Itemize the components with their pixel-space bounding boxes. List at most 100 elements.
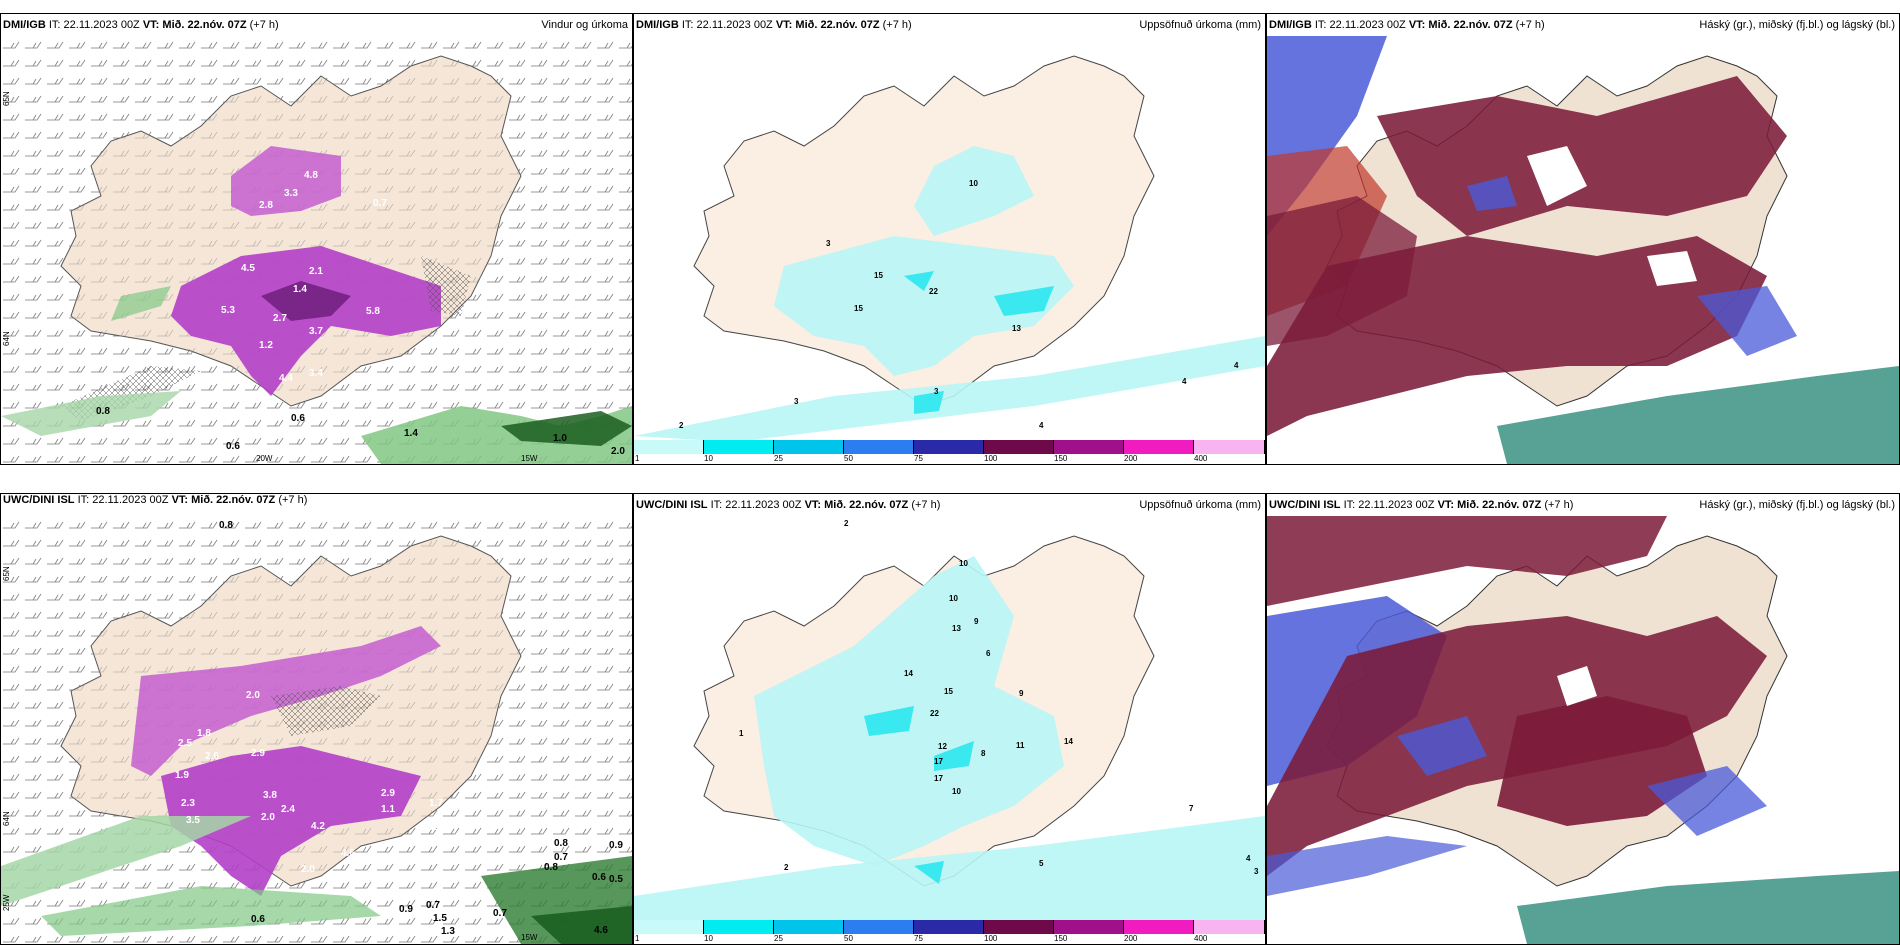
valid-time: VT: Mið. 22.nóv. 07Z [1408,19,1513,31]
precip-labels: 2 10 10 13 9 14 15 22 17 12 17 10 8 7 5 … [739,519,1259,876]
panel-wind-precip-dmi: DMI/IGB IT: 22.11.2023 00Z VT: Mið. 22.n… [0,13,633,465]
svg-text:4.8: 4.8 [304,170,318,181]
colorbar-step [984,440,1054,454]
svg-text:2.0: 2.0 [301,864,315,875]
colorbar-label: 25 [774,454,783,463]
panel-title: Uppsöfnuð úrkoma (mm) [1139,19,1261,31]
colorbar-label: 1 [635,934,640,943]
svg-text:13: 13 [952,624,961,633]
svg-text:5.8: 5.8 [366,306,380,317]
colorbar: 1 10 25 50 75 100 150 200 400 [634,920,1265,943]
svg-text:3.5: 3.5 [186,815,200,826]
svg-text:22: 22 [930,709,939,718]
colorbar-label: 50 [844,934,853,943]
init-time: 22.11.2023 00Z [725,499,802,511]
precip-labels: 4.8 3.3 2.8 0.7 4.5 2.1 1.4 5.3 2.7 3.7 … [96,170,625,457]
colorbar-step [1054,920,1124,934]
svg-text:4: 4 [1246,854,1251,863]
svg-text:15W: 15W [521,933,538,942]
svg-text:2.6: 2.6 [205,751,219,762]
model-label: UWC/DINI ISL [1269,499,1341,511]
init-time: 22.11.2023 00Z [63,19,140,31]
colorbar-step [1124,920,1194,934]
svg-text:0.7: 0.7 [554,852,568,863]
svg-text:64N: 64N [2,811,11,826]
svg-text:8: 8 [981,749,986,758]
svg-text:17: 17 [934,757,943,766]
colorbar-step [984,920,1054,934]
colorbar-label: 75 [914,454,923,463]
precip-area [634,146,1265,442]
iceland-wind-map: 4.8 3.3 2.8 0.7 4.5 2.1 1.4 5.3 2.7 3.7 … [1,36,632,464]
iceland-cloud-map [1267,516,1899,944]
svg-text:0.8: 0.8 [544,862,558,873]
svg-text:0.9: 0.9 [399,904,413,915]
iceland-cloud-map [1267,36,1899,464]
svg-text:12: 12 [938,742,947,751]
svg-text:1.4: 1.4 [404,428,418,439]
svg-text:3.2: 3.2 [425,822,439,833]
colorbar-step [774,440,844,454]
svg-text:3.4: 3.4 [309,368,323,379]
colorbar-step [634,440,704,454]
svg-text:4: 4 [1182,377,1187,386]
iceland-wind-map: 0.8 2.0 2.5 1.8 2.6 2.9 1.9 3.8 2.3 3.5 … [1,516,632,944]
colorbar-label: 10 [704,934,713,943]
svg-text:2: 2 [784,863,789,872]
svg-text:4: 4 [1234,361,1239,370]
svg-text:3.8: 3.8 [263,790,277,801]
svg-text:0.9: 0.9 [609,840,623,851]
colorbar: 1 10 25 50 75 100 150 200 400 [634,440,1265,463]
svg-text:0.6: 0.6 [291,413,305,424]
valid-time: VT: Mið. 22.nóv. 07Z [775,19,880,31]
svg-text:3: 3 [826,239,831,248]
svg-text:1.3: 1.3 [441,926,455,937]
iceland-precip-map: 2 10 10 13 9 14 15 22 17 12 17 10 8 7 5 … [634,519,1265,922]
svg-text:3: 3 [934,387,939,396]
svg-text:2.1: 2.1 [309,266,323,277]
colorbar-label: 400 [1194,454,1208,463]
svg-text:1: 1 [739,729,744,738]
svg-text:1.2: 1.2 [259,340,273,351]
svg-text:1.8: 1.8 [197,728,211,739]
svg-text:2.3: 2.3 [181,798,195,809]
svg-text:1.9: 1.9 [175,770,189,781]
precip-labels: 0.8 2.0 2.5 1.8 2.6 2.9 1.9 3.8 2.3 3.5 … [175,520,623,937]
svg-text:15: 15 [944,687,953,696]
svg-text:4.6: 4.6 [341,848,355,859]
svg-text:2.8: 2.8 [259,200,273,211]
svg-text:2: 2 [844,519,849,528]
svg-text:2.9: 2.9 [251,748,265,759]
svg-text:0.7: 0.7 [493,908,507,919]
precip-area [634,556,1265,922]
panel-clouds-uwc: UWC/DINI ISL IT: 22.11.2023 00Z VT: Mið.… [1266,493,1900,945]
panel-wind-precip-uwc: UWC/DINI ISL IT: 22.11.2023 00Z VT: Mið.… [0,493,633,945]
panel-accum-precip-dmi: DMI/IGB IT: 22.11.2023 00Z VT: Mið. 22.n… [633,13,1266,465]
svg-text:5.3: 5.3 [221,305,235,316]
svg-text:65N: 65N [2,566,11,581]
valid-time: VT: Mið. 22.nóv. 07Z [142,19,247,31]
svg-text:4.5: 4.5 [241,263,255,274]
colorbar-step [634,920,704,934]
svg-text:4.6: 4.6 [594,925,608,936]
panel-header: UWC/DINI ISL IT: 22.11.2023 00Z VT: Mið.… [3,494,308,506]
axis-labels: 65N 64N 25W 15W [2,566,538,942]
colorbar-step [914,920,984,934]
valid-time: VT: Mið. 22.nóv. 07Z [171,494,276,506]
panel-accum-precip-uwc: UWC/DINI ISL IT: 22.11.2023 00Z VT: Mið.… [633,493,1266,945]
precip-area [1,626,632,944]
init-time: 22.11.2023 00Z [1358,499,1435,511]
iceland-precip-map: 10 3 15 22 15 13 3 2 4 4 4 3 [634,55,1265,442]
svg-text:0.8: 0.8 [554,838,568,849]
map-wind-precip: 0.8 2.0 2.5 1.8 2.6 2.9 1.9 3.8 2.3 3.5 … [1,516,632,944]
colorbar-label: 25 [774,934,783,943]
svg-text:14: 14 [904,669,913,678]
svg-text:10: 10 [969,179,978,188]
svg-text:9: 9 [974,617,979,626]
svg-text:2.5: 2.5 [178,738,192,749]
svg-text:0.6: 0.6 [226,441,240,452]
valid-time: VT: Mið. 22.nóv. 07Z [804,499,909,511]
colorbar-label: 200 [1124,454,1138,463]
svg-text:2.0: 2.0 [431,336,445,347]
panel-title: Háský (gr.), miðský (fj.bl.) og lágský (… [1699,499,1895,511]
